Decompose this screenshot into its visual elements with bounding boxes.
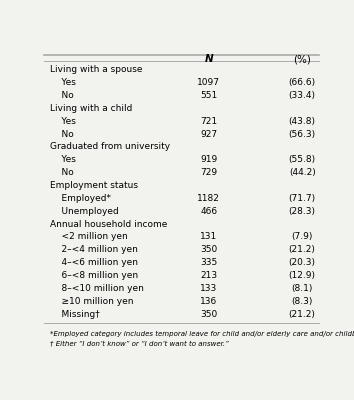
- Text: 350: 350: [200, 245, 217, 254]
- Text: † Either “I don’t know” or “I don’t want to answer.”: † Either “I don’t know” or “I don’t want…: [50, 340, 228, 346]
- Text: (%): (%): [293, 54, 311, 64]
- Text: (33.4): (33.4): [289, 91, 316, 100]
- Text: No: No: [50, 168, 74, 177]
- Text: (55.8): (55.8): [289, 155, 316, 164]
- Text: Graduated from university: Graduated from university: [50, 142, 170, 152]
- Text: 2–<4 million yen: 2–<4 million yen: [50, 245, 138, 254]
- Text: (43.8): (43.8): [289, 117, 316, 126]
- Text: (21.2): (21.2): [289, 245, 315, 254]
- Text: 136: 136: [200, 297, 217, 306]
- Text: Yes: Yes: [50, 155, 76, 164]
- Text: 551: 551: [200, 91, 217, 100]
- Text: No: No: [50, 130, 74, 139]
- Text: 721: 721: [200, 117, 217, 126]
- Text: 133: 133: [200, 284, 217, 293]
- Text: 213: 213: [200, 271, 217, 280]
- Text: Unemployed: Unemployed: [50, 207, 119, 216]
- Text: (12.9): (12.9): [289, 271, 316, 280]
- Text: Yes: Yes: [50, 78, 76, 87]
- Text: 350: 350: [200, 310, 217, 319]
- Text: 466: 466: [200, 207, 217, 216]
- Text: (7.9): (7.9): [291, 232, 313, 242]
- Text: 919: 919: [200, 155, 217, 164]
- Text: 1097: 1097: [198, 78, 220, 87]
- Text: (71.7): (71.7): [289, 194, 316, 203]
- Text: (56.3): (56.3): [289, 130, 316, 139]
- Text: 1182: 1182: [198, 194, 220, 203]
- Text: Yes: Yes: [50, 117, 76, 126]
- Text: (21.2): (21.2): [289, 310, 315, 319]
- Text: (20.3): (20.3): [289, 258, 316, 267]
- Text: 729: 729: [200, 168, 217, 177]
- Text: 8–<10 million yen: 8–<10 million yen: [50, 284, 144, 293]
- Text: <2 million yen: <2 million yen: [50, 232, 127, 242]
- Text: Missing†: Missing†: [50, 310, 99, 319]
- Text: N: N: [205, 54, 213, 64]
- Text: (8.3): (8.3): [291, 297, 313, 306]
- Text: Living with a child: Living with a child: [50, 104, 132, 113]
- Text: Employed*: Employed*: [50, 194, 111, 203]
- Text: ≥10 million yen: ≥10 million yen: [50, 297, 133, 306]
- Text: *Employed category includes temporal leave for child and/or elderly care and/or : *Employed category includes temporal lea…: [50, 331, 354, 337]
- Text: (8.1): (8.1): [291, 284, 313, 293]
- Text: (28.3): (28.3): [289, 207, 316, 216]
- Text: Annual household income: Annual household income: [50, 220, 167, 229]
- Text: 131: 131: [200, 232, 217, 242]
- Text: No: No: [50, 91, 74, 100]
- Text: Living with a spouse: Living with a spouse: [50, 65, 142, 74]
- Text: (66.6): (66.6): [289, 78, 316, 87]
- Text: 335: 335: [200, 258, 217, 267]
- Text: 4–<6 million yen: 4–<6 million yen: [50, 258, 138, 267]
- Text: 927: 927: [200, 130, 217, 139]
- Text: Employment status: Employment status: [50, 181, 138, 190]
- Text: (44.2): (44.2): [289, 168, 315, 177]
- Text: 6–<8 million yen: 6–<8 million yen: [50, 271, 138, 280]
